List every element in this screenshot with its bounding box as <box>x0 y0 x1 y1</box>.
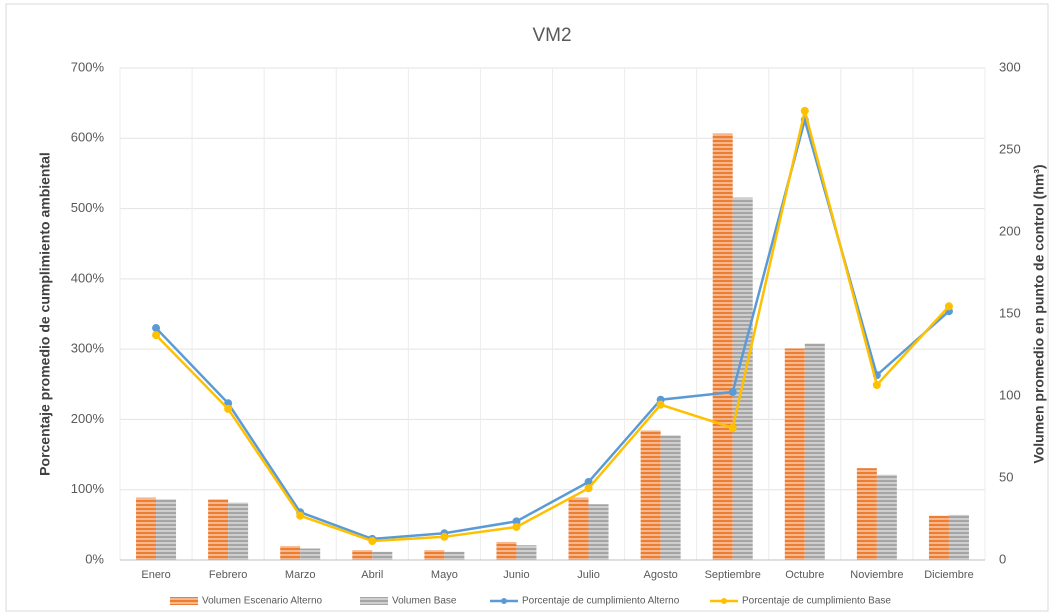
x-tick-label: Septiembre <box>705 569 761 581</box>
y-axis-title: Porcentaje promedio de cumplimiento ambi… <box>37 152 53 476</box>
line-point <box>584 484 593 493</box>
y2-tick-label: 0 <box>999 551 1006 566</box>
line-point <box>152 331 161 340</box>
bar <box>280 546 301 560</box>
y2-tick-label: 200 <box>999 223 1021 238</box>
bar <box>424 550 445 560</box>
x-tick-label: Junio <box>503 569 529 581</box>
line-point <box>440 532 449 541</box>
legend-dot <box>501 598 507 604</box>
bar <box>784 348 805 560</box>
bar <box>136 497 157 560</box>
legend-swatch <box>170 597 198 605</box>
y2-tick-label: 250 <box>999 141 1021 156</box>
y-tick-label: 0% <box>85 551 104 566</box>
y2-axis-title: Volumen promedio en punto de control (hm… <box>1031 164 1047 463</box>
bar <box>948 514 969 560</box>
x-tick-label: Enero <box>141 569 170 581</box>
x-tick-label: Mayo <box>431 569 458 581</box>
line <box>155 110 950 543</box>
bar <box>496 541 517 560</box>
x-tick-label: Diciembre <box>924 569 974 581</box>
bar <box>372 551 393 560</box>
legend-dot <box>721 598 727 604</box>
chart-title: VM2 <box>532 25 571 46</box>
line-point <box>584 477 593 486</box>
legend-swatch <box>360 597 388 605</box>
line <box>155 115 950 541</box>
line-point <box>728 423 737 432</box>
bar <box>568 497 589 560</box>
bar <box>516 545 537 560</box>
bar <box>928 515 949 560</box>
y2-tick-label: 300 <box>999 59 1021 74</box>
legend-label: Porcentaje de cumplimiento Base <box>742 596 891 607</box>
line-point <box>872 380 881 389</box>
x-tick-label: Noviembre <box>850 569 903 581</box>
bar <box>444 551 465 560</box>
bar <box>712 133 733 560</box>
bar <box>660 435 681 560</box>
line-point <box>800 106 809 115</box>
line-point <box>512 517 521 526</box>
bar <box>156 499 177 560</box>
y-tick-label: 100% <box>71 481 105 496</box>
x-tick-label: Marzo <box>285 569 316 581</box>
x-tick-label: Octubre <box>785 569 824 581</box>
bar <box>228 502 249 560</box>
line-point <box>224 404 233 413</box>
legend-label: Porcentaje de cumplimiento Alterno <box>522 596 680 607</box>
bar <box>352 550 373 560</box>
y2-tick-label: 150 <box>999 305 1021 320</box>
legend-label: Volumen Base <box>392 596 457 607</box>
x-tick-label: Agosto <box>644 569 678 581</box>
y-tick-label: 500% <box>71 200 105 215</box>
x-tick-label: Julio <box>577 569 600 581</box>
x-tick-label: Febrero <box>209 569 248 581</box>
line-point <box>296 511 305 520</box>
line-point <box>152 324 161 333</box>
bar <box>876 474 897 560</box>
line-point <box>512 522 521 531</box>
bar <box>804 343 825 560</box>
y-tick-label: 200% <box>71 411 105 426</box>
x-tick-label: Abril <box>361 569 383 581</box>
bar <box>640 430 661 560</box>
y2-tick-label: 50 <box>999 469 1013 484</box>
y-tick-label: 300% <box>71 341 105 356</box>
line-point <box>368 537 377 546</box>
y-tick-label: 400% <box>71 270 105 285</box>
y2-tick-label: 100 <box>999 387 1021 402</box>
y-tick-label: 600% <box>71 130 105 145</box>
y-tick-label: 700% <box>71 59 105 74</box>
line-point <box>656 400 665 409</box>
legend-label: Volumen Escenario Alterno <box>202 596 323 607</box>
bar <box>300 548 321 560</box>
line-point <box>944 302 953 311</box>
bar <box>208 499 229 560</box>
bar <box>588 504 609 560</box>
line-point <box>728 388 737 397</box>
bar <box>856 468 877 560</box>
